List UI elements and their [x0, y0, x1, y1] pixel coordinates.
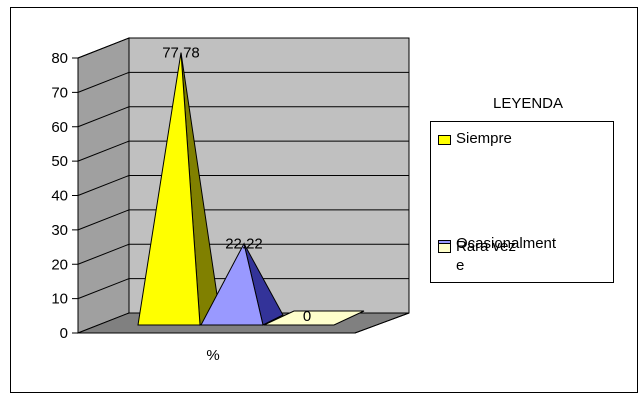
pyramid-face-2 [200, 242, 264, 326]
gridline-side [77, 71, 130, 93]
legend-box [430, 121, 614, 283]
data-labels: 77.78 22.22 0 [162, 45, 311, 325]
y-tick-label: 0 [60, 325, 68, 342]
gridline-side [77, 106, 130, 128]
legend-label-2: e [456, 257, 464, 274]
pyramid-face-1 [137, 52, 201, 326]
gridline-side [77, 209, 130, 231]
legend-label-1: Siempre [456, 130, 512, 147]
y-tick-labels: 0 10 20 30 40 50 60 70 80 [51, 50, 68, 342]
gridline-side [77, 278, 130, 300]
data-label-2: 22.22 [225, 236, 263, 253]
y-tick-label: 10 [51, 291, 68, 308]
legend-title: LEYENDA [493, 95, 563, 112]
gridline-side [77, 37, 130, 59]
x-category-label: % [206, 347, 219, 364]
chart-marks [137, 52, 365, 326]
legend-swatch-1 [438, 135, 451, 145]
gridline-side [77, 243, 130, 265]
y-tick-label: 50 [51, 153, 68, 170]
data-label-3: 0 [303, 308, 311, 325]
legend: LEYENDA Siempre Ocasionalment e Rara vez [430, 95, 614, 283]
legend-swatch-3 [438, 243, 451, 253]
y-tick-label: 40 [51, 188, 68, 205]
data-label-1: 77.78 [162, 45, 200, 62]
y-axis [72, 57, 410, 334]
y-tick-label: 80 [51, 50, 68, 67]
legend-label-3: Rara vez [456, 238, 516, 255]
gridline-side [77, 175, 130, 196]
y-tick-label: 20 [51, 256, 68, 273]
gridline-side [77, 140, 130, 162]
y-tick-label: 70 [51, 84, 68, 101]
legend-label-2: Ocasionalment [456, 235, 557, 252]
y-tick-label: 30 [51, 222, 68, 239]
pyramid-flat-3 [263, 310, 365, 326]
floor-edge [354, 312, 410, 334]
y-tick-label: 60 [51, 119, 68, 136]
plot-area: 0 10 20 30 40 50 60 70 80 77.78 22.22 0 % [51, 37, 410, 364]
